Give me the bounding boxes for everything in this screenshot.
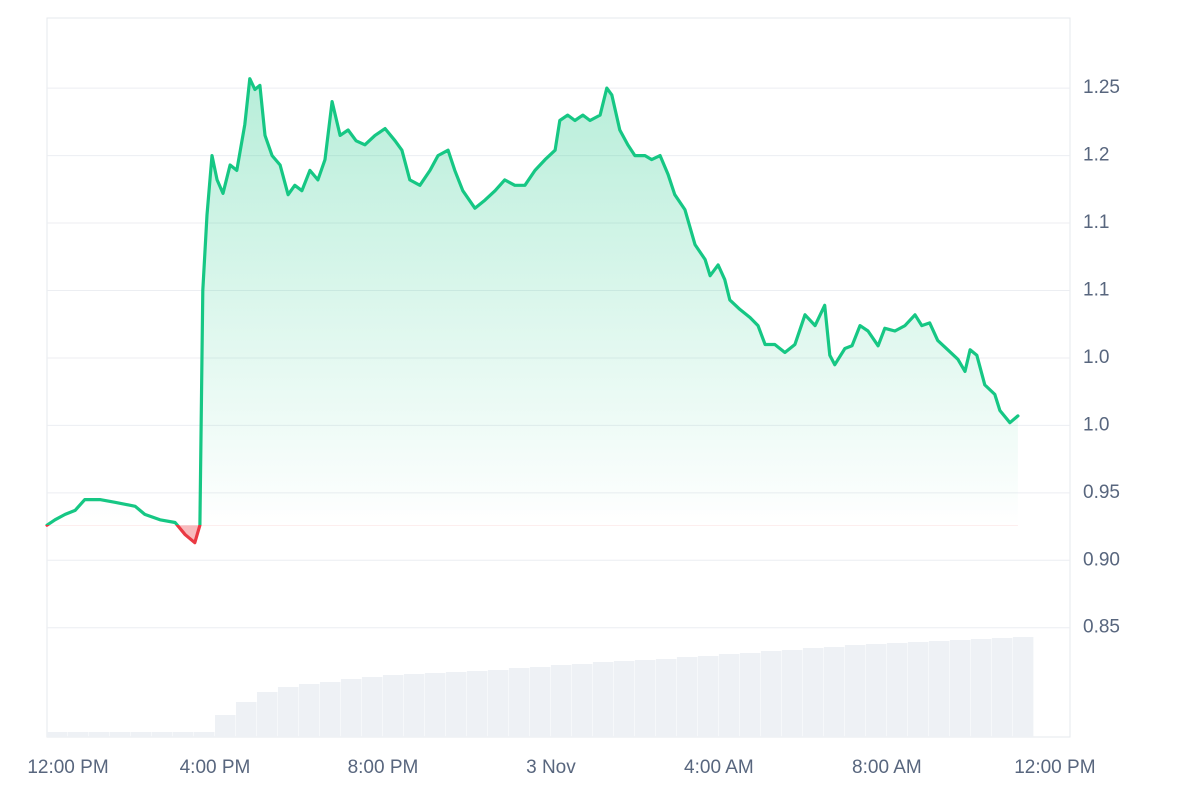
volume-bar [949,640,971,737]
volume-bar [403,674,425,737]
volume-bar [718,654,740,737]
x-tick-label: 8:00 AM [852,757,922,778]
volume-bar [382,675,404,737]
x-tick-label: 12:00 PM [27,757,108,778]
volume-bar [634,660,656,737]
y-tick-label: 1.2 [1083,145,1109,166]
y-tick-label: 0.85 [1083,617,1120,638]
x-tick-label: 4:00 PM [180,757,251,778]
y-tick-label: 1.0 [1083,347,1109,368]
volume-bar [361,677,383,737]
volume-bar [991,638,1013,737]
y-tick-label: 1.0 [1083,414,1109,435]
volume-bar [130,732,152,737]
volume-bar [739,653,761,737]
volume-bar [172,732,194,737]
volume-bar [676,657,698,737]
area-fill [47,78,1018,543]
y-tick-label: 0.95 [1083,482,1120,503]
volume-bar [151,732,173,737]
x-tick-label: 4:00 AM [684,757,754,778]
volume-bar [550,665,572,737]
volume-bar [970,639,992,737]
volume-bar [613,661,635,737]
y-tick-label: 1.1 [1083,280,1109,301]
volume-bar [592,662,614,737]
volume-bar [235,702,257,737]
x-tick-label: 12:00 PM [1014,757,1095,778]
volume-bar [193,732,215,737]
y-tick-label: 0.90 [1083,549,1120,570]
volume-bar [277,687,299,737]
volume-bar [571,664,593,737]
volume-bar [655,659,677,737]
volume-bar [529,667,551,737]
volume-bar [88,732,110,737]
volume-bar [319,682,341,737]
volume-bar [865,644,887,737]
volume-bar [466,671,488,737]
volume-bar [214,715,236,737]
x-tick-label: 8:00 PM [348,757,419,778]
volume-bar [256,692,278,737]
volume-bar [907,642,929,737]
volume-bar [424,673,446,737]
volume-bar [340,679,362,737]
volume-bar [760,651,782,737]
volume-bar [445,672,467,737]
volume-bar [67,732,89,737]
volume-bar [508,668,530,737]
volume-bar [697,656,719,737]
y-tick-label: 1.1 [1083,212,1109,233]
x-tick-label: 3 Nov [526,757,576,778]
volume-bar [802,648,824,737]
volume-bar [47,732,68,737]
volume-bar [109,732,131,737]
volume-bar [1012,637,1034,737]
volume-bar [298,684,320,737]
volume-bar [886,643,908,737]
y-tick-label: 1.25 [1083,77,1120,98]
price-line [45,77,1020,545]
volume-bar [823,647,845,737]
volume-bar [487,670,509,737]
volume-bar [781,650,803,737]
volume-bar [928,641,950,737]
volume-bar [844,645,866,737]
